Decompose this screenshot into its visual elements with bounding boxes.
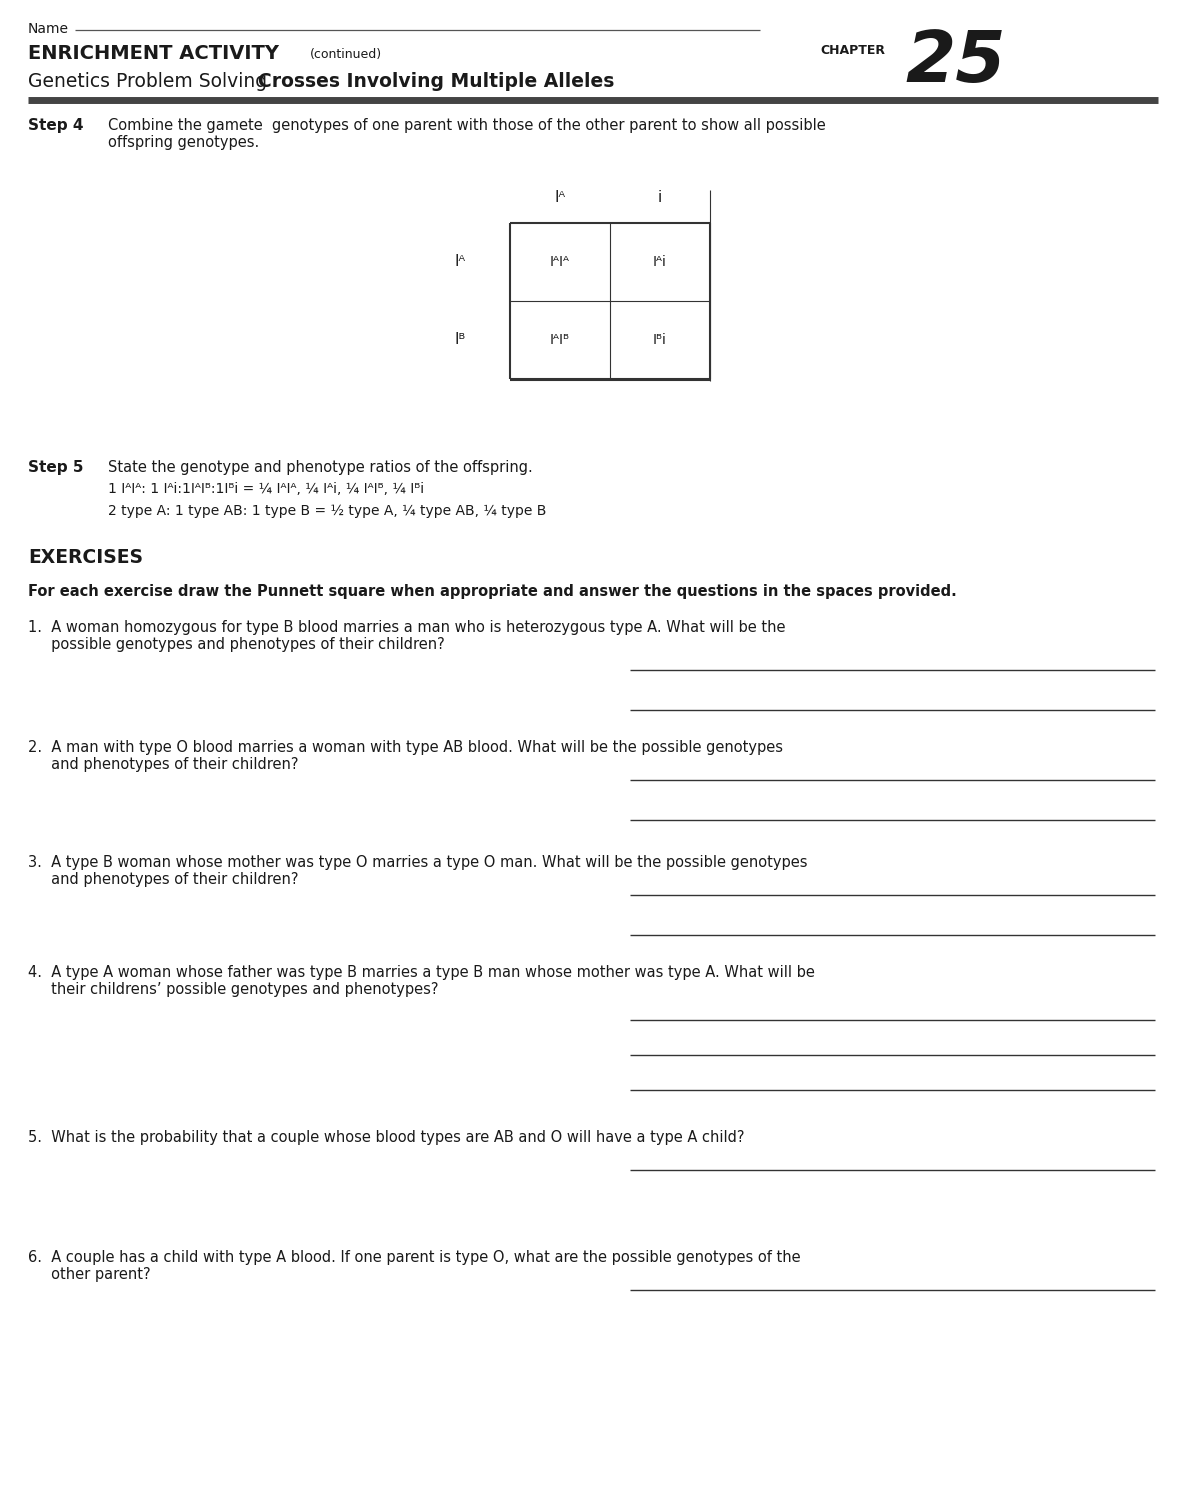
Text: 25: 25 (905, 29, 1006, 97)
Text: 5.  What is the probability that a couple whose blood types are AB and O will ha: 5. What is the probability that a couple… (28, 1130, 745, 1145)
Text: Name: Name (28, 23, 69, 36)
Text: 2 type A: 1 type AB: 1 type B = ½ type A, ¼ type AB, ¼ type B: 2 type A: 1 type AB: 1 type B = ½ type A… (108, 504, 547, 518)
Text: 3.  A type B woman whose mother was type O marries a type O man. What will be th: 3. A type B woman whose mother was type … (28, 856, 808, 887)
Text: Iᴮ: Iᴮ (454, 332, 466, 347)
Text: Step 5: Step 5 (28, 460, 83, 475)
Text: Iᴬ: Iᴬ (454, 255, 466, 270)
Text: Genetics Problem Solving: Genetics Problem Solving (28, 72, 267, 91)
Text: Iᴬi: Iᴬi (653, 255, 667, 269)
Text: 6.  A couple has a child with type A blood. If one parent is type O, what are th: 6. A couple has a child with type A bloo… (28, 1249, 801, 1283)
Text: i: i (658, 190, 662, 205)
Text: Iᴮi: Iᴮi (653, 333, 667, 347)
Text: IᴬIᴮ: IᴬIᴮ (550, 333, 570, 347)
Text: (continued): (continued) (310, 48, 382, 60)
Text: Crosses Involving Multiple Alleles: Crosses Involving Multiple Alleles (259, 72, 614, 91)
Text: Combine the gamete  genotypes of one parent with those of the other parent to sh: Combine the gamete genotypes of one pare… (108, 118, 825, 151)
Text: 4.  A type A woman whose father was type B marries a type B man whose mother was: 4. A type A woman whose father was type … (28, 964, 815, 997)
Text: Step 4: Step 4 (28, 118, 83, 133)
Text: 2.  A man with type O blood marries a woman with type AB blood. What will be the: 2. A man with type O blood marries a wom… (28, 739, 783, 773)
Text: 1 IᴬIᴬ: 1 Iᴬi:1IᴬIᴮ:1Iᴮi = ¼ IᴬIᴬ, ¼ Iᴬi, ¼ IᴬIᴮ, ¼ Iᴮi: 1 IᴬIᴬ: 1 Iᴬi:1IᴬIᴮ:1Iᴮi = ¼ IᴬIᴬ, ¼ Iᴬi… (108, 481, 425, 496)
Text: ENRICHMENT ACTIVITY: ENRICHMENT ACTIVITY (28, 44, 279, 63)
Text: State the genotype and phenotype ratios of the offspring.: State the genotype and phenotype ratios … (108, 460, 533, 475)
Text: IᴬIᴬ: IᴬIᴬ (550, 255, 570, 269)
Text: EXERCISES: EXERCISES (28, 548, 144, 567)
Text: Iᴬ: Iᴬ (554, 190, 566, 205)
Text: 1.  A woman homozygous for type B blood marries a man who is heterozygous type A: 1. A woman homozygous for type B blood m… (28, 620, 785, 652)
Text: For each exercise draw the Punnett square when appropriate and answer the questi: For each exercise draw the Punnett squar… (28, 584, 957, 599)
Text: CHAPTER: CHAPTER (820, 44, 885, 57)
